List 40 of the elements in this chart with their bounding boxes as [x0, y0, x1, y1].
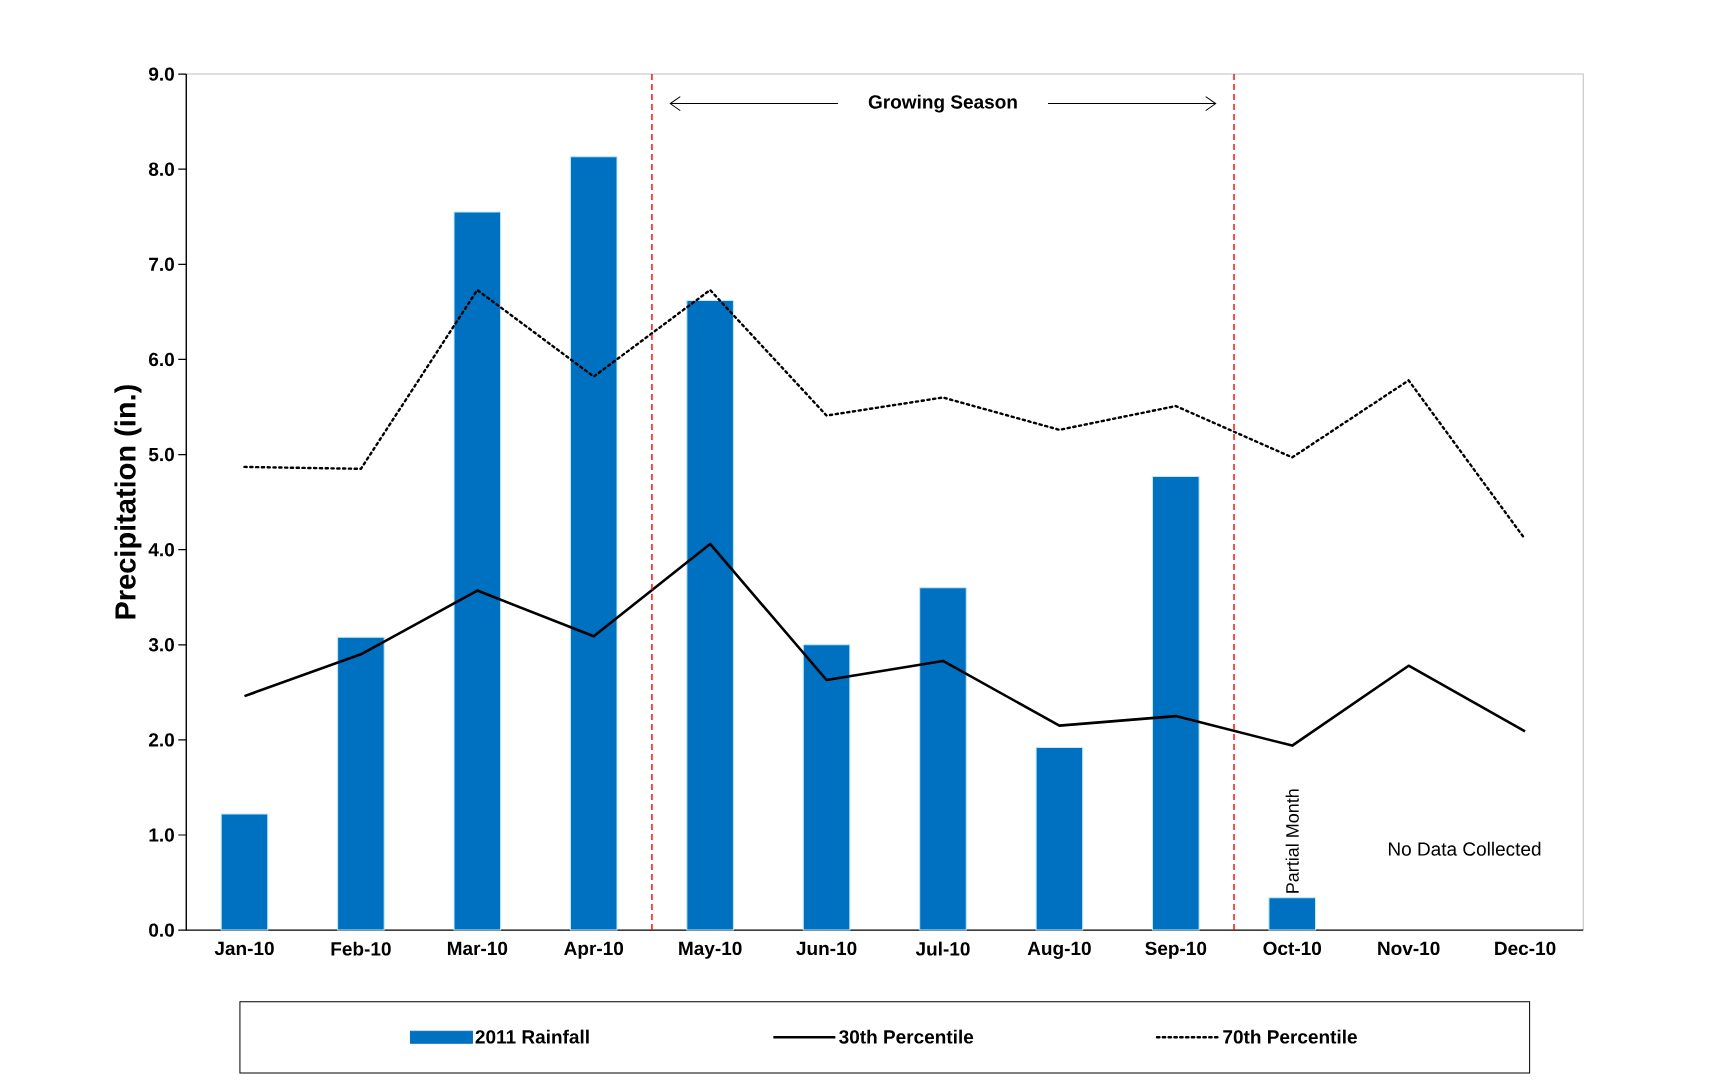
y-tick-label: 1.0 — [149, 828, 174, 842]
x-tick-label: Jan-10 — [214, 941, 274, 956]
x-tick-label: Dec-10 — [1495, 941, 1556, 956]
x-tick-label: Nov-10 — [1378, 941, 1440, 956]
bar — [337, 636, 385, 931]
y-tick-label: 3.0 — [148, 638, 174, 652]
bar — [919, 587, 967, 931]
x-tick-label: Oct-10 — [1263, 941, 1322, 956]
bar — [453, 211, 502, 931]
x-tick-label: Sep-10 — [1145, 941, 1207, 959]
legend-label: 30th Percentile — [839, 1029, 974, 1044]
line-series — [243, 542, 1527, 747]
y-tick-label: 7.0 — [149, 257, 174, 272]
annotation: No Data Collected — [1388, 841, 1541, 856]
y-tick-label: 9.0 — [148, 67, 174, 81]
y-tick-label: 0.0 — [149, 923, 174, 937]
bar — [1035, 747, 1084, 931]
legend-label: 2011 Rainfall — [475, 1029, 589, 1044]
y-tick-label: 4.0 — [148, 542, 174, 557]
x-tick-label: Jul-10 — [915, 941, 970, 956]
bar — [220, 813, 269, 931]
x-tick-label: Mar-10 — [447, 941, 508, 956]
y-tick-label: 5.0 — [148, 447, 174, 462]
bar — [1268, 897, 1316, 931]
annotation: Growing Season — [868, 94, 1017, 113]
bar — [802, 644, 851, 931]
x-tick-label: Apr-10 — [564, 941, 624, 959]
bar — [686, 299, 734, 931]
x-tick-label: Jun-10 — [796, 941, 857, 956]
bar — [1152, 475, 1200, 931]
y-tick-label: 8.0 — [148, 162, 174, 176]
y-tick-label: 2.0 — [148, 733, 174, 747]
y-tick-label: 6.0 — [149, 352, 174, 367]
bar — [569, 156, 618, 931]
x-tick-label: Feb-10 — [331, 941, 391, 956]
annotation: Partial Month — [1285, 789, 1299, 893]
x-tick-label: May-10 — [679, 941, 742, 959]
legend-label: 70th Percentile — [1223, 1029, 1357, 1044]
x-tick-label: Aug-10 — [1027, 941, 1091, 959]
y-axis-title: Precipitation (in.) — [114, 385, 142, 619]
